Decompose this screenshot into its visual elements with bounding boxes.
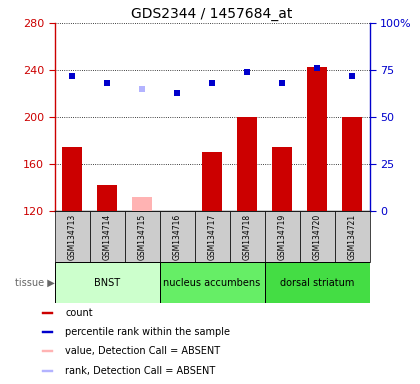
Title: GDS2344 / 1457684_at: GDS2344 / 1457684_at (131, 7, 293, 21)
Bar (42, 311, 53, 314)
Bar (307, 66, 327, 211)
Bar (202, 152, 222, 211)
Text: nucleus accumbens: nucleus accumbens (163, 278, 261, 288)
Text: GSM134720: GSM134720 (312, 214, 322, 260)
Text: GSM134718: GSM134718 (243, 214, 252, 260)
Bar (265, 262, 370, 303)
Text: count: count (65, 308, 93, 318)
Bar (230, 211, 265, 262)
Bar (335, 211, 370, 262)
Bar (97, 185, 117, 211)
Bar (237, 117, 257, 211)
Bar (42, 350, 53, 353)
Text: GSM134713: GSM134713 (68, 214, 76, 260)
Text: dorsal striatum: dorsal striatum (280, 278, 354, 288)
Bar (63, 147, 82, 211)
Text: GSM134716: GSM134716 (173, 214, 181, 260)
Bar (299, 211, 335, 262)
Text: GSM134717: GSM134717 (207, 214, 217, 260)
Bar (89, 211, 125, 262)
Bar (132, 197, 152, 211)
Bar (273, 147, 292, 211)
Bar (125, 211, 160, 262)
Text: BNST: BNST (94, 278, 120, 288)
Bar (42, 370, 53, 372)
Text: value, Detection Call = ABSENT: value, Detection Call = ABSENT (65, 346, 220, 356)
Text: GSM134714: GSM134714 (102, 214, 112, 260)
Text: tissue ▶: tissue ▶ (15, 278, 55, 288)
Text: rank, Detection Call = ABSENT: rank, Detection Call = ABSENT (65, 366, 215, 376)
Bar (55, 262, 160, 303)
Bar (160, 211, 194, 262)
Bar (160, 262, 265, 303)
Text: GSM134719: GSM134719 (278, 214, 286, 260)
Text: GSM134715: GSM134715 (138, 214, 147, 260)
Text: GSM134721: GSM134721 (348, 214, 357, 260)
Bar (265, 211, 299, 262)
Bar (42, 331, 53, 333)
Bar (194, 211, 230, 262)
Text: percentile rank within the sample: percentile rank within the sample (65, 327, 230, 337)
Bar (55, 211, 89, 262)
Bar (342, 117, 362, 211)
